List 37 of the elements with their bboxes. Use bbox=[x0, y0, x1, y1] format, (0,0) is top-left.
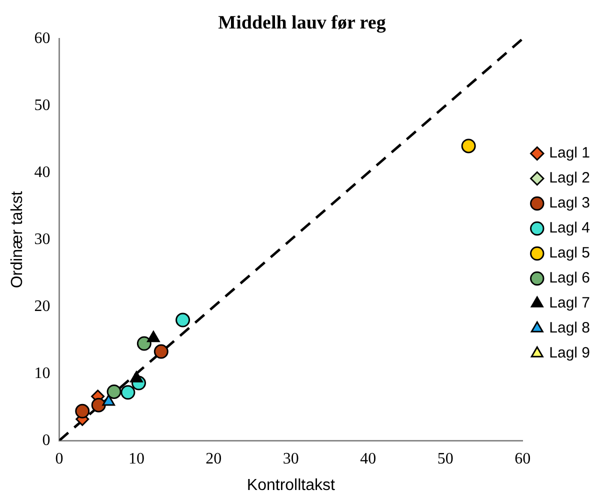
y-tick-label: 60 bbox=[34, 30, 50, 48]
point bbox=[154, 344, 168, 359]
y-tick-label: 10 bbox=[34, 364, 50, 382]
point bbox=[176, 312, 190, 328]
y-tick-label: 20 bbox=[34, 298, 50, 315]
x-tick-label: 0 bbox=[55, 450, 64, 468]
y-tick-label: 0 bbox=[42, 432, 50, 449]
legend-label: Lagl 5 bbox=[549, 244, 590, 262]
legend-label: Lagl 8 bbox=[549, 320, 590, 337]
point bbox=[106, 384, 122, 399]
y-tick-label: 30 bbox=[34, 230, 50, 248]
x-tick-label: 30 bbox=[282, 450, 299, 468]
x-tick-label: 40 bbox=[360, 450, 376, 468]
x-axis-title: Kontrolltakst bbox=[246, 476, 336, 494]
point bbox=[91, 398, 106, 412]
y-tick-label: 40 bbox=[34, 164, 50, 181]
point bbox=[102, 394, 116, 406]
x-tick-label: 20 bbox=[206, 450, 222, 468]
point bbox=[130, 371, 143, 382]
legend-label: Lagl 9 bbox=[549, 344, 590, 362]
x-tick-label: 10 bbox=[128, 450, 144, 468]
legend-label: Lagl 1 bbox=[549, 144, 590, 162]
point bbox=[120, 385, 136, 400]
y-axis-title: Ordinær takst bbox=[9, 190, 26, 288]
legend-label: Lagl 4 bbox=[549, 220, 590, 237]
legend-label: Lagl 6 bbox=[549, 270, 590, 287]
legend-label: Lagl 2 bbox=[549, 170, 590, 187]
x-tick-label: 60 bbox=[514, 450, 531, 468]
point bbox=[147, 330, 160, 342]
y-tick-label: 50 bbox=[34, 96, 50, 114]
point bbox=[75, 404, 90, 418]
point bbox=[461, 138, 476, 154]
x-tick-label: 50 bbox=[437, 450, 454, 468]
legend-label: Lagl 7 bbox=[549, 294, 590, 312]
point bbox=[136, 336, 152, 351]
chart-title: Middelh lauv før reg bbox=[218, 12, 386, 34]
legend-label: Lagl 3 bbox=[549, 194, 590, 212]
